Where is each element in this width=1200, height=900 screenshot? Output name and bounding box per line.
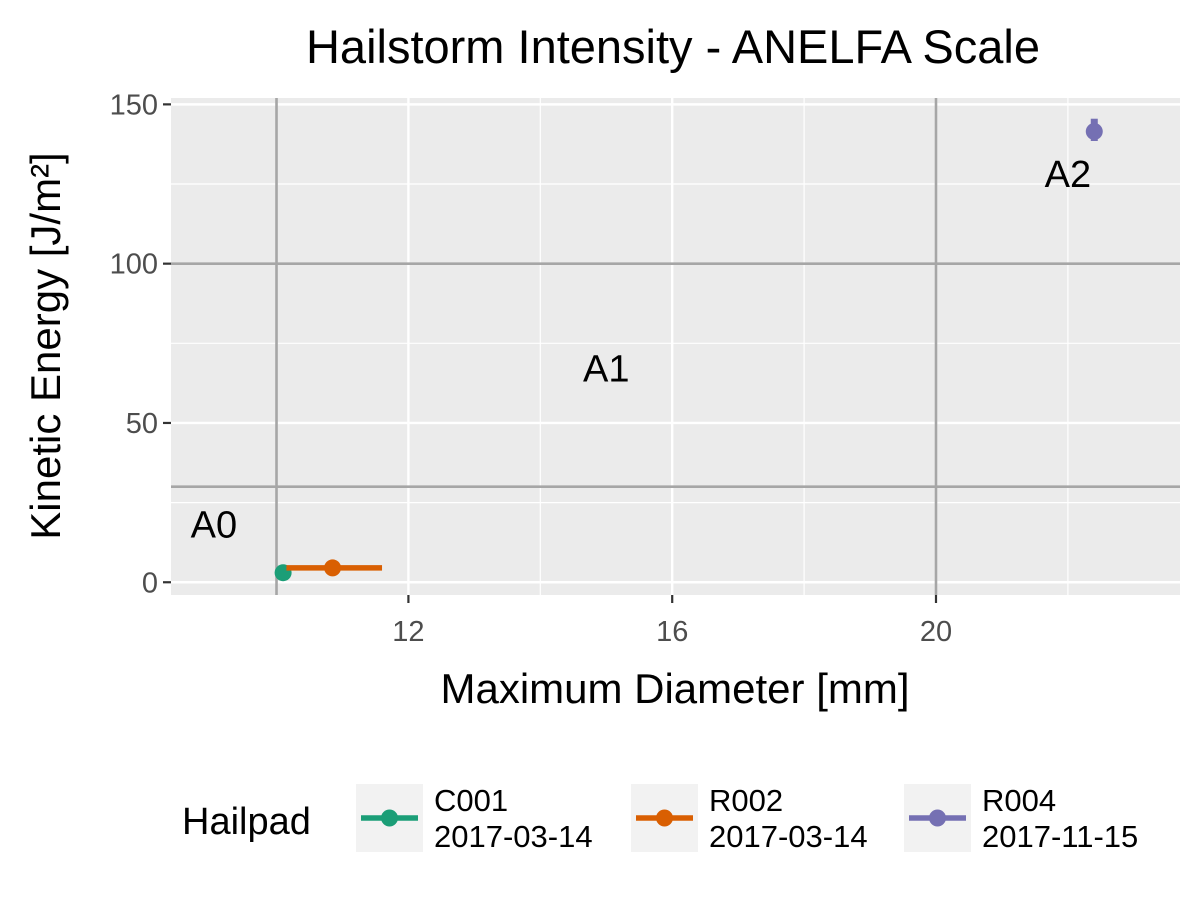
- x-axis: 12 16 20: [392, 595, 952, 648]
- legend-label-line: 2017-03-14: [434, 819, 593, 854]
- chart-title: Hailstorm Intensity - ANELFA Scale: [306, 20, 1040, 73]
- zone-label: A0: [191, 505, 237, 547]
- zone-label: A1: [583, 349, 629, 391]
- grid-minor: [171, 98, 1180, 595]
- x-tick-label: 16: [656, 616, 688, 648]
- zone-labels: A0 A1 A2: [191, 154, 1092, 546]
- legend-item: R002 2017-03-14: [631, 783, 868, 854]
- data-marks: [274, 118, 1103, 582]
- legend-title: Hailpad: [182, 801, 311, 843]
- data-point: [324, 559, 342, 577]
- legend-key-point: [656, 809, 673, 827]
- x-axis-label: Maximum Diameter [mm]: [440, 665, 909, 712]
- legend-item: R004 2017-11-15: [904, 783, 1138, 854]
- y-tick-label: 150: [110, 89, 158, 121]
- zone-label: A2: [1045, 154, 1091, 196]
- legend-key-point: [381, 809, 398, 827]
- plot-background: [171, 98, 1180, 595]
- y-tick-label: 0: [142, 567, 158, 599]
- y-axis: 0 50 100 150: [110, 89, 171, 599]
- legend-label-line: R002: [709, 783, 783, 818]
- x-tick-label: 20: [920, 616, 952, 648]
- x-tick-label: 12: [392, 616, 424, 648]
- y-tick-label: 50: [126, 408, 158, 440]
- legend-label: R004 2017-11-15: [982, 783, 1138, 854]
- legend-label: C001 2017-03-14: [434, 783, 593, 854]
- y-axis-label: Kinetic Energy [J/m²]: [22, 152, 69, 539]
- legend-label-line: C001: [434, 783, 508, 818]
- legend-key-point: [929, 809, 946, 827]
- legend-label-line: 2017-03-14: [709, 819, 868, 854]
- zone-lines: [171, 98, 1180, 595]
- data-point: [1085, 122, 1103, 140]
- legend-label: R002 2017-03-14: [709, 783, 868, 854]
- legend-label-line: R004: [982, 783, 1056, 818]
- y-tick-label: 100: [110, 249, 158, 281]
- legend-item: C001 2017-03-14: [356, 783, 593, 854]
- plot-area: A0 A1 A2: [171, 98, 1180, 595]
- legend-label-line: 2017-11-15: [982, 819, 1138, 854]
